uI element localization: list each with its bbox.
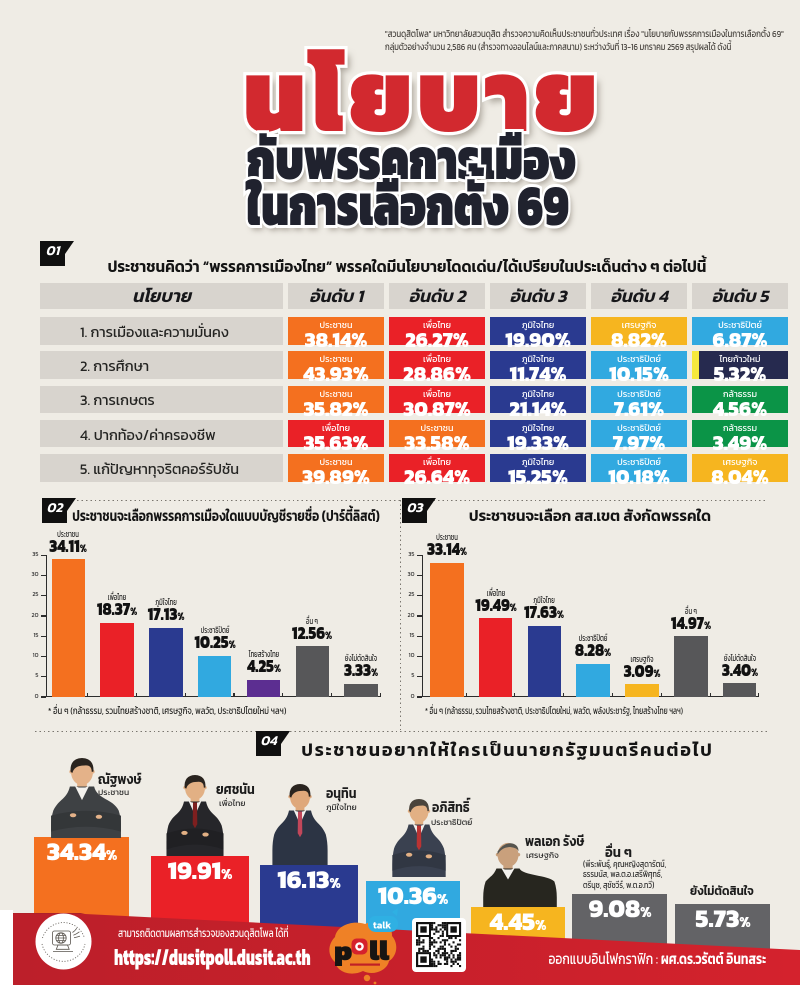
svg-text:talk: talk bbox=[373, 918, 391, 933]
svg-text:p: p bbox=[334, 929, 352, 972]
svg-text:ll: ll bbox=[369, 929, 390, 972]
